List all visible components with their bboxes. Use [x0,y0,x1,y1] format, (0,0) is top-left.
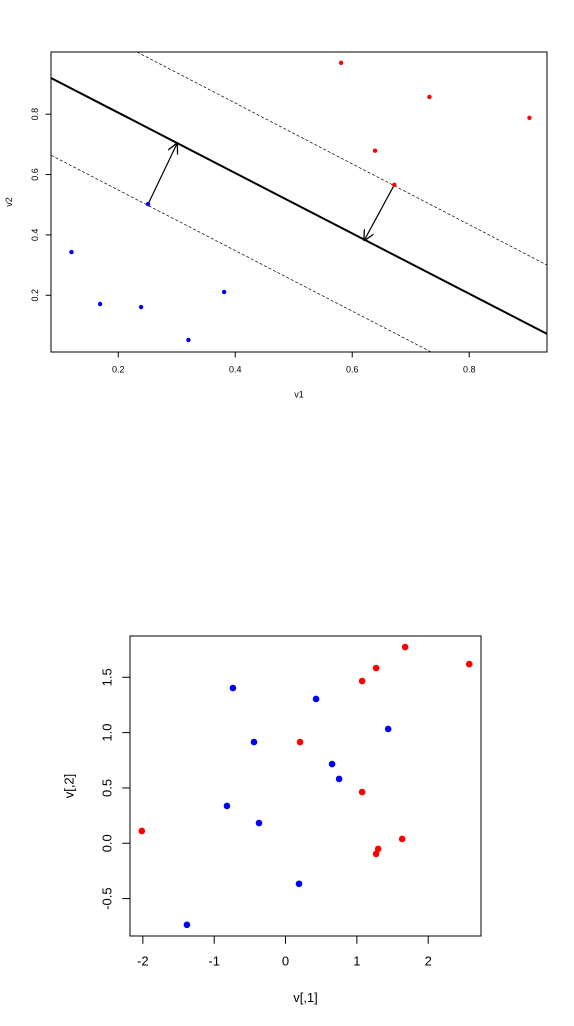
point [295,880,303,888]
point [97,301,103,307]
point [372,664,380,672]
x-tick-label: 1 [353,953,360,968]
separator-line [50,154,432,353]
y-tick-label: 0.5 [99,779,114,797]
y-axis-label: v2 [4,197,14,207]
separator-line [136,51,548,266]
point [183,921,191,929]
y-tick-label: 0.2 [30,289,40,302]
point [372,148,378,153]
point [384,725,392,733]
point [392,182,397,187]
point [186,337,191,343]
point [335,775,343,783]
point [296,738,304,746]
x-tick-label: 0.8 [463,364,476,374]
x-tick-label: 0 [282,953,289,968]
margin-arrow [364,184,395,241]
plot-frame [129,635,482,937]
x-tick-label: -2 [137,953,149,968]
point [223,802,231,810]
y-axis-label: v[,2] [62,774,77,799]
point [312,695,320,703]
margin-arrow [147,143,177,205]
y-tick-label: 1.5 [99,668,114,686]
point [372,850,380,858]
point [69,249,74,255]
y-tick-label: 1.0 [99,724,114,742]
point [338,60,344,66]
point [358,677,366,685]
point [328,760,336,768]
point [427,94,432,100]
point [465,660,473,668]
y-tick-label: 0.8 [30,108,40,121]
x-axis-label: v[,1] [293,990,318,1005]
x-tick-label: 0.2 [112,364,125,374]
point [250,738,258,746]
point [374,845,382,853]
plot-frame [50,51,548,353]
x-tick-label: 2 [425,953,432,968]
point [527,115,532,120]
y-tick-label: 0.0 [99,834,114,852]
point [138,827,146,835]
separator-line [50,77,548,335]
point [138,304,144,310]
x-tick-label: -1 [208,953,220,968]
point [401,643,409,651]
y-tick-label: -0.5 [99,887,114,909]
point [221,289,227,295]
point [398,835,406,843]
point [358,788,366,796]
x-tick-label: 0.6 [346,364,359,374]
point [255,819,263,827]
point [229,684,237,692]
y-tick-label: 0.4 [30,229,40,242]
y-tick-label: 0.6 [30,168,40,181]
x-tick-label: 0.4 [229,364,242,374]
point [145,201,151,207]
x-axis-label: v1 [294,390,304,400]
